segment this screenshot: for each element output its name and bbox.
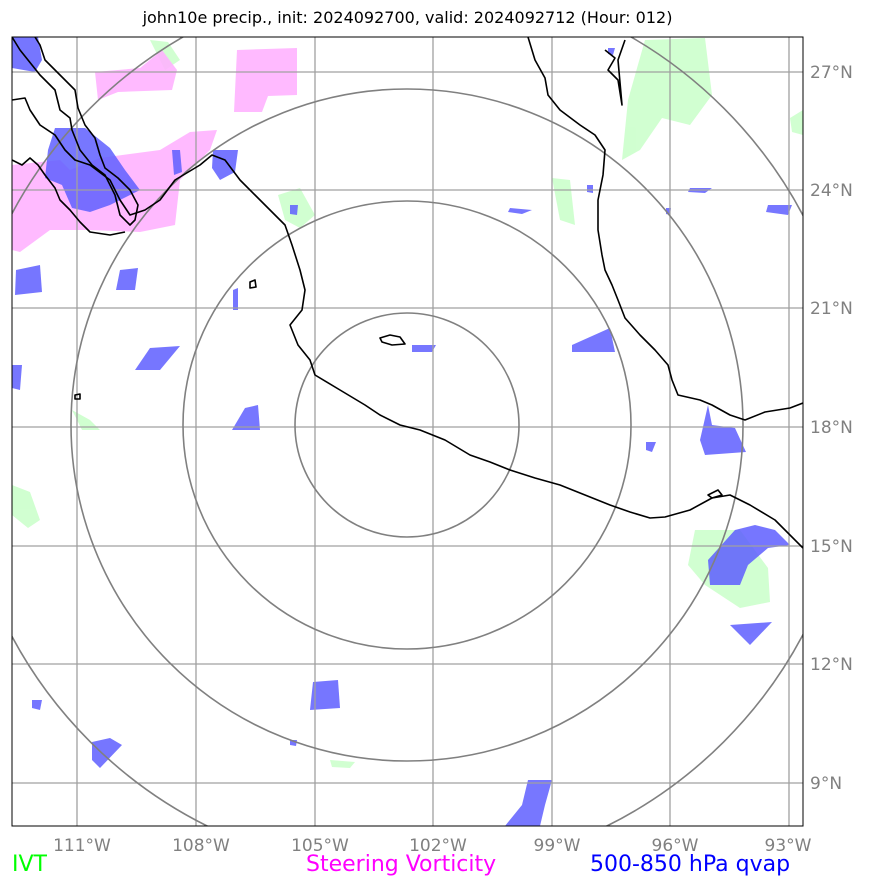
lon-tick-label: 99°W [534,836,581,856]
coastline-islands [249,279,257,289]
lon-tick-label: 108°W [172,836,230,856]
coastline-gulf-islands [604,39,626,106]
lat-tick-label: 21°N [810,299,853,319]
qvap-region [92,738,122,768]
lon-tick-label: 105°W [291,836,349,856]
lon-tick-label: 96°W [652,836,699,856]
coastline-baja [12,37,139,226]
qvap-region [290,205,298,215]
ivt-region [72,410,100,430]
legend-ivt: IVT [12,852,47,877]
lat-tick-label: 15°N [810,537,853,557]
qvap-region [12,365,22,390]
coastline-islands [74,393,81,400]
vorticity-region [234,48,297,112]
lat-tick-label: 18°N [810,418,853,438]
qvap-region [730,622,772,645]
ivt-region [12,485,40,528]
lat-tick-labels: 27°N 24°N 21°N 18°N 15°N 12°N 9°N [810,63,853,794]
qvap-region [212,150,238,180]
coastlines [12,37,803,549]
lat-tick-label: 27°N [810,63,853,83]
qvap-region [587,185,593,193]
lon-tick-label: 111°W [53,836,111,856]
vorticity-region [95,50,177,100]
lat-tick-label: 24°N [810,181,853,201]
lon-tick-label: 93°W [765,836,812,856]
ivt-regions [12,38,803,768]
ivt-region [790,110,803,135]
qvap-region [12,37,42,72]
lat-tick-label: 12°N [810,655,853,675]
range-rings [12,37,803,826]
coastline-pacific [12,97,803,549]
lat-tick-label: 9°N [810,774,842,794]
qvap-region [172,150,182,175]
qvap-region [135,346,180,370]
qvap-region [508,208,532,214]
qvap-region [15,265,42,295]
qvap-region [412,345,436,352]
coastline-islands [379,334,406,346]
ivt-region [330,760,355,768]
ivt-region [622,38,712,160]
coastline-gulf [527,37,803,421]
qvap-region [116,268,138,290]
qvap-region [708,525,790,585]
qvap-region [232,405,260,430]
qvap-region [32,700,42,710]
qvap-region [572,328,615,352]
ivt-region [552,178,575,225]
coastline-islands [707,489,723,499]
lon-tick-label: 102°W [409,836,467,856]
qvap-region [700,405,746,455]
qvap-region [646,442,656,452]
legend-steering-vorticity: Steering Vorticity [306,852,497,877]
qvap-region [505,780,552,826]
legend-qvap: 500-850 hPa qvap [590,852,791,877]
map-title: john10e precip., init: 2024092700, valid… [142,8,673,27]
qvap-region [233,288,238,310]
qvap-region [766,205,792,215]
plot-frame [11,36,804,827]
qvap-region [310,680,340,710]
lon-tick-labels: 111°W 108°W 105°W 102°W 99°W 96°W 93°W [53,836,812,856]
gridlines [12,37,803,826]
coastline-baja-west [12,157,126,236]
